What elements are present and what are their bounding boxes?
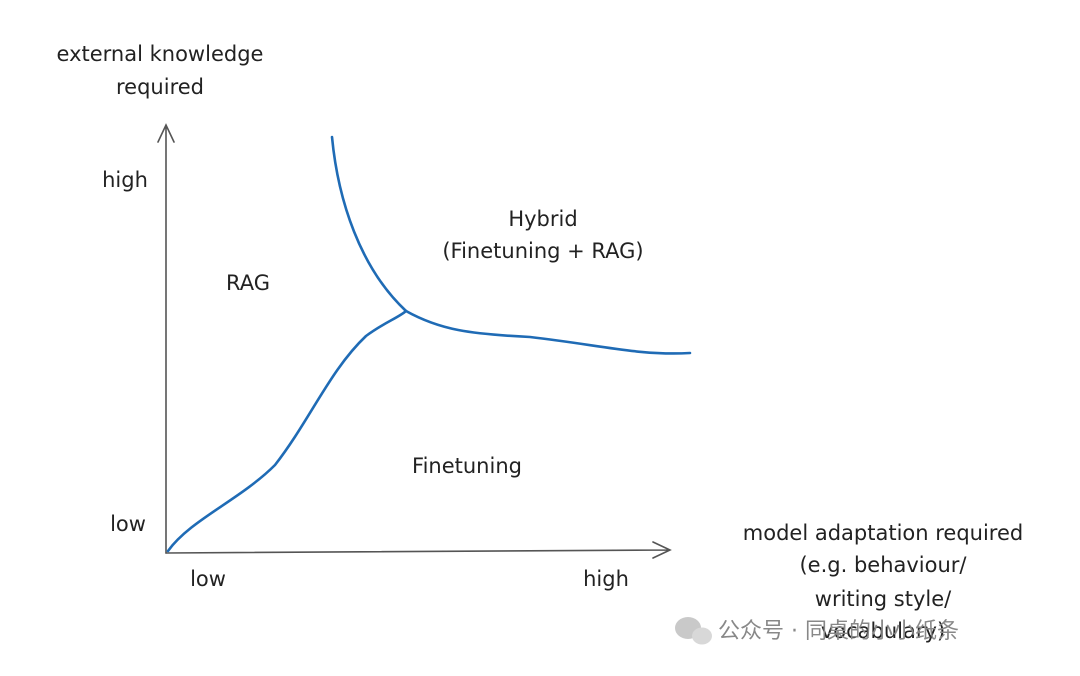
x-axis-title: vocabulary) xyxy=(821,619,945,643)
boundary-upper xyxy=(330,135,408,313)
x-tick-label: low xyxy=(190,567,226,591)
x-axis-title: writing style/ xyxy=(815,587,952,611)
region-label: Finetuning xyxy=(412,454,522,478)
boundary-right xyxy=(404,309,692,355)
y-tick-label: high xyxy=(102,168,148,192)
y-axis xyxy=(157,123,175,554)
watermark-icon xyxy=(675,617,712,645)
x-axis-title: model adaptation required xyxy=(743,521,1023,545)
y-axis-title: external knowledge xyxy=(57,42,264,66)
region-label: (Finetuning + RAG) xyxy=(442,239,643,263)
boundary-lower xyxy=(166,309,408,553)
x-axis xyxy=(165,541,672,559)
x-axis-title: (e.g. behaviour/ xyxy=(799,553,967,577)
region-label: Hybrid xyxy=(508,207,577,231)
region-label: RAG xyxy=(226,271,270,295)
y-axis-title: required xyxy=(116,75,204,99)
y-tick-label: low xyxy=(110,512,146,536)
watermark: 公众号 · 同桌的小小纸条 xyxy=(718,619,959,644)
x-tick-label: high xyxy=(583,567,629,591)
